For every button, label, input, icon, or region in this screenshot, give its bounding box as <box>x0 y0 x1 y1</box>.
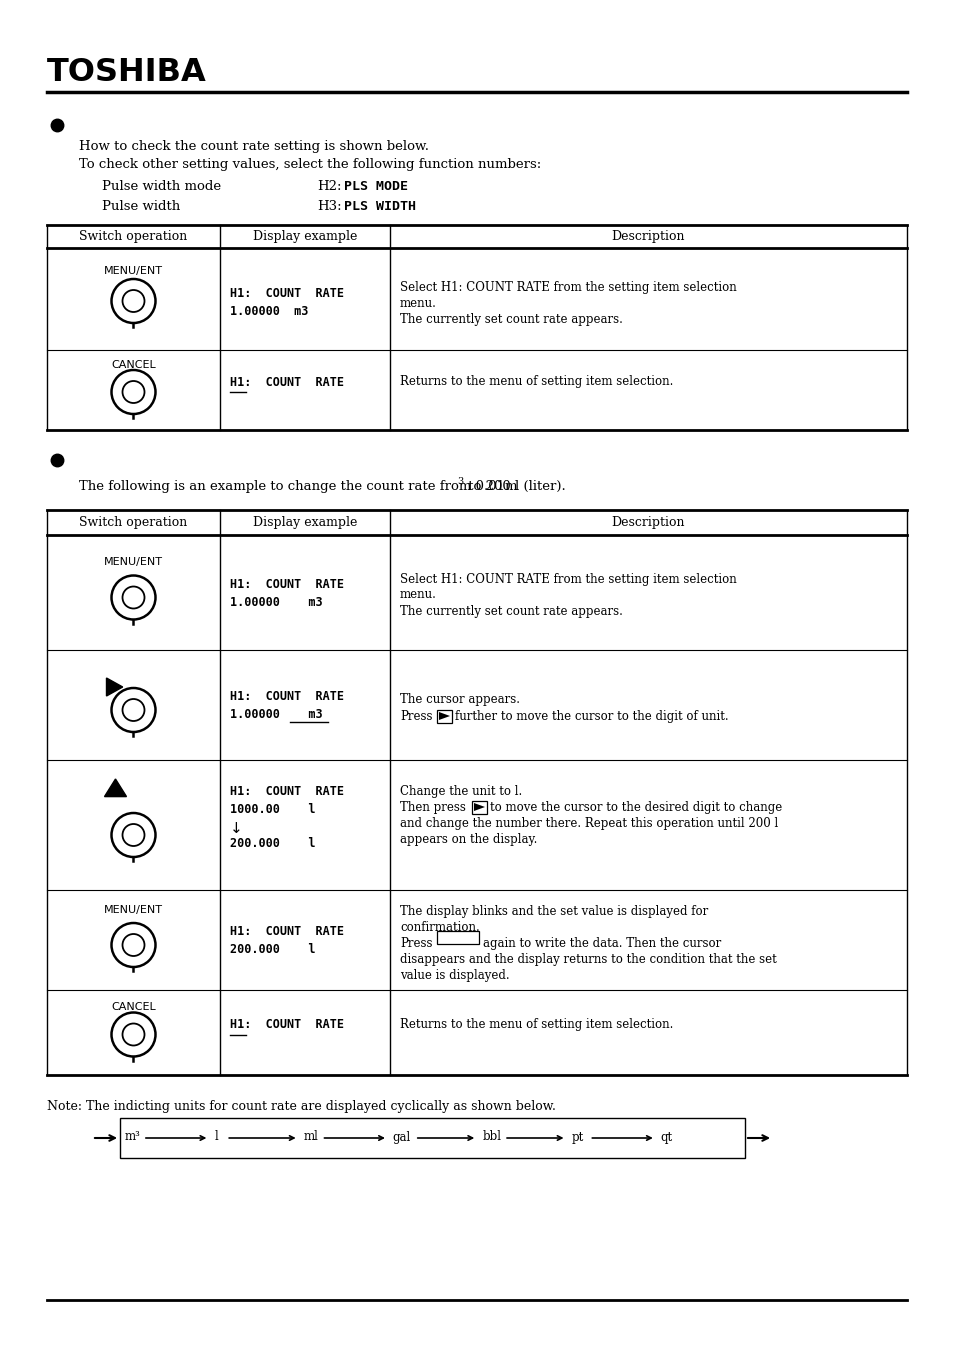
Text: The currently set count rate appears.: The currently set count rate appears. <box>399 605 622 617</box>
Polygon shape <box>474 803 484 811</box>
Text: H1:  COUNT  RATE: H1: COUNT RATE <box>230 925 344 938</box>
Text: How to check the count rate setting is shown below.: How to check the count rate setting is s… <box>79 140 429 153</box>
Text: Description: Description <box>611 516 684 529</box>
Text: H1:  COUNT  RATE: H1: COUNT RATE <box>230 690 344 703</box>
Text: Description: Description <box>611 230 684 243</box>
FancyBboxPatch shape <box>436 710 452 722</box>
Text: appears on the display.: appears on the display. <box>399 833 537 846</box>
Text: The cursor appears.: The cursor appears. <box>399 693 519 706</box>
Text: Returns to the menu of setting item selection.: Returns to the menu of setting item sele… <box>399 1018 673 1031</box>
Text: 1.00000  m3: 1.00000 m3 <box>230 305 308 319</box>
Text: CANCEL: CANCEL <box>111 360 155 370</box>
Text: Returns to the menu of setting item selection.: Returns to the menu of setting item sele… <box>399 375 673 389</box>
Text: again to write the data. Then the cursor: again to write the data. Then the cursor <box>482 937 720 950</box>
Text: H1:  COUNT  RATE: H1: COUNT RATE <box>230 1018 344 1031</box>
Text: H1:  COUNT  RATE: H1: COUNT RATE <box>230 375 344 389</box>
Text: H1:  COUNT  RATE: H1: COUNT RATE <box>230 784 344 798</box>
Text: 1.00000    m3: 1.00000 m3 <box>230 595 322 609</box>
Text: Display example: Display example <box>253 516 356 529</box>
Text: to move the cursor to the desired digit to change: to move the cursor to the desired digit … <box>490 801 781 814</box>
Text: H2:: H2: <box>316 180 341 193</box>
Text: ↓: ↓ <box>230 821 242 836</box>
Text: MENU/ENT: MENU/ENT <box>104 558 163 567</box>
Text: Change the unit to l.: Change the unit to l. <box>399 784 521 798</box>
Text: Press: Press <box>399 937 432 950</box>
Text: qt: qt <box>660 1130 672 1143</box>
Text: CANCEL: CANCEL <box>111 1003 155 1012</box>
Text: Select H1: COUNT RATE from the setting item selection: Select H1: COUNT RATE from the setting i… <box>399 281 736 294</box>
Text: and change the number there. Repeat this operation until 200 l: and change the number there. Repeat this… <box>399 817 778 830</box>
Text: l: l <box>214 1130 218 1143</box>
Polygon shape <box>107 678 123 697</box>
FancyBboxPatch shape <box>120 1118 744 1158</box>
Text: H1:  COUNT  RATE: H1: COUNT RATE <box>230 578 344 590</box>
Text: 3: 3 <box>456 477 463 486</box>
Text: H1:  COUNT  RATE: H1: COUNT RATE <box>230 288 344 300</box>
Text: TOSHIBA: TOSHIBA <box>47 57 207 88</box>
Text: ml: ml <box>303 1130 318 1143</box>
Text: Press: Press <box>399 710 432 724</box>
Text: gal: gal <box>393 1130 411 1143</box>
Text: The currently set count rate appears.: The currently set count rate appears. <box>399 313 622 325</box>
FancyBboxPatch shape <box>472 801 486 814</box>
Polygon shape <box>105 779 127 796</box>
Text: 200.000    l: 200.000 l <box>230 837 315 850</box>
Text: disappears and the display returns to the condition that the set: disappears and the display returns to th… <box>399 953 776 967</box>
Text: value is displayed.: value is displayed. <box>399 969 509 981</box>
Text: Pulse width mode: Pulse width mode <box>102 180 221 193</box>
Text: Pulse width: Pulse width <box>102 200 180 213</box>
Text: Switch operation: Switch operation <box>79 230 188 243</box>
Text: Display example: Display example <box>253 230 356 243</box>
Text: Switch operation: Switch operation <box>79 516 188 529</box>
Text: 1000.00    l: 1000.00 l <box>230 803 315 815</box>
Text: m³: m³ <box>125 1130 141 1143</box>
FancyBboxPatch shape <box>436 931 478 944</box>
Text: Then press: Then press <box>399 801 465 814</box>
Text: menu.: menu. <box>399 589 436 602</box>
Text: bbl: bbl <box>481 1130 500 1143</box>
Text: PLS MODE: PLS MODE <box>344 180 408 193</box>
Text: Note: The indicting units for count rate are displayed cyclically as shown below: Note: The indicting units for count rate… <box>47 1100 556 1112</box>
Polygon shape <box>438 711 450 720</box>
Text: MENU/ENT: MENU/ENT <box>104 904 163 915</box>
Text: further to move the cursor to the digit of unit.: further to move the cursor to the digit … <box>455 710 728 724</box>
Text: confirmation.: confirmation. <box>399 921 479 934</box>
Text: pt: pt <box>571 1130 583 1143</box>
Text: H3:: H3: <box>316 200 341 213</box>
Text: The display blinks and the set value is displayed for: The display blinks and the set value is … <box>399 904 707 918</box>
Text: menu.: menu. <box>399 297 436 310</box>
Text: The following is an example to change the count rate from 0.01m: The following is an example to change th… <box>79 481 517 493</box>
Text: 1.00000    m3: 1.00000 m3 <box>230 707 322 721</box>
Text: To check other setting values, select the following function numbers:: To check other setting values, select th… <box>79 158 540 171</box>
Text: to 200 l (liter).: to 200 l (liter). <box>463 481 565 493</box>
Text: PLS WIDTH: PLS WIDTH <box>344 200 416 213</box>
Text: MENU/ENT: MENU/ENT <box>104 266 163 275</box>
Text: Select H1: COUNT RATE from the setting item selection: Select H1: COUNT RATE from the setting i… <box>399 572 736 586</box>
Text: 200.000    l: 200.000 l <box>230 944 315 956</box>
